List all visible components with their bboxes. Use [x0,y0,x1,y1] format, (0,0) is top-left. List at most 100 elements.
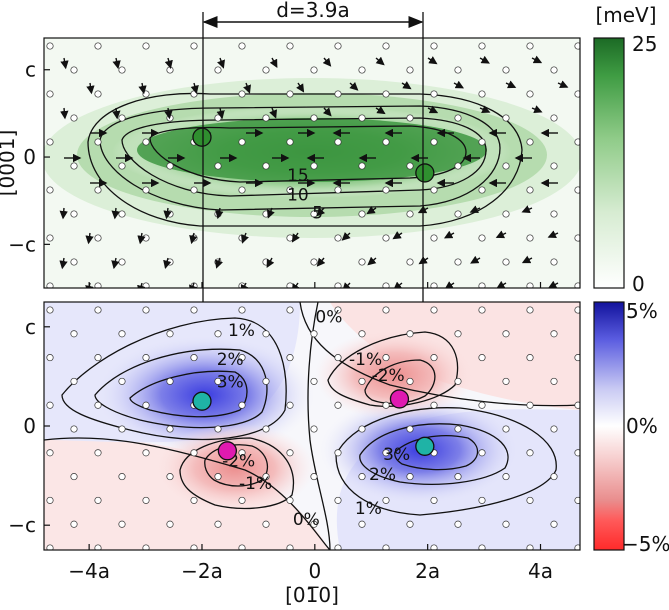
displacement-vector [375,56,385,66]
lattice-atom [166,377,174,385]
displacement-vector [479,55,490,64]
lattice-atom [238,401,246,409]
lattice-atom [430,401,438,409]
lattice-atom [550,66,558,74]
lattice-atom [142,354,150,362]
lattice-atom [334,234,342,242]
lattice-atom [286,496,294,504]
lattice-atom [550,114,558,122]
lattice-atom [382,186,390,194]
lattice-atom [166,330,174,338]
displacement-vector [112,57,121,70]
lattice-atom [574,138,580,146]
lattice-atom [526,186,534,194]
lattice-atom [238,138,246,146]
top-colorbar-unit: [meV] [595,3,656,27]
displacement-vector [163,257,172,270]
lattice-atom [70,473,78,481]
displacement-vector [521,255,533,264]
lattice-atom [526,401,534,409]
lattice-atom [46,42,54,50]
displacement-vector [291,282,300,288]
contour-label: 5 [312,204,323,224]
displacement-vector [547,230,559,239]
bottom-atoms [46,306,580,550]
lattice-atom [358,330,366,338]
lattice-atom [526,138,534,146]
dislocation-marker [415,436,435,456]
lattice-atom [430,282,438,288]
displacement-vector [531,55,543,64]
lattice-atom [550,258,558,266]
lattice-atom [454,162,462,170]
lattice-atom [94,354,102,362]
displacement-vector [138,82,147,95]
lattice-atom [454,520,462,528]
lattice-atom [454,258,462,266]
lattice-atom [118,66,126,74]
displacement-vector [401,81,412,90]
dislocation-marker [192,391,212,411]
lattice-atom [286,449,294,457]
lattice-atom [382,42,390,50]
lattice-atom [142,234,150,242]
lattice-atom [382,90,390,98]
dislocation-marker [415,163,435,183]
y-tick-label: c [25,315,36,339]
lattice-atom [118,162,126,170]
top-atoms [46,42,580,288]
lattice-atom [142,186,150,194]
contour-label: 0% [315,307,342,327]
lattice-atom [94,42,102,50]
lattice-atom [334,449,342,457]
lattice-atom [118,473,126,481]
lattice-atom [214,114,222,122]
displacement-vector [427,105,439,114]
displacement-vector [241,232,249,244]
lattice-atom [94,186,102,194]
lattice-atom [406,473,414,481]
lattice-atom [478,496,486,504]
lattice-atom [574,354,580,362]
contour-label: 1% [228,321,255,341]
strain-contour-0-left [44,437,331,550]
lattice-atom [262,66,270,74]
lattice-atom [286,42,294,50]
lattice-atom [550,330,558,338]
lattice-atom [70,330,78,338]
displacement-vector [469,205,481,214]
lattice-atom [46,306,54,314]
displacement-vector [111,257,120,270]
lattice-atom [358,520,366,528]
lattice-atom [46,90,54,98]
contour-label: 2% [369,465,396,485]
lattice-atom [46,234,54,242]
lattice-atom [70,520,78,528]
bottom-colorbar-scale [593,301,625,551]
lattice-atom [142,42,150,50]
lattice-atom [310,66,318,74]
lattice-atom [310,520,318,528]
lattice-atom [526,496,534,504]
lattice-atom [574,401,580,409]
lattice-atom [406,114,414,122]
lattice-atom [310,377,318,385]
lattice-atom [310,330,318,338]
displacement-vector [392,231,403,240]
lattice-atom [166,473,174,481]
lattice-atom [70,425,78,433]
lattice-atom [70,114,78,122]
y-tick-label: 0 [23,145,36,169]
strain-contour-m1pct-lower [179,437,294,510]
lattice-atom [238,449,246,457]
displacement-vector [367,256,377,266]
lattice-atom [262,425,270,433]
lattice-atom [334,544,342,550]
lattice-atom [478,186,486,194]
top-panel-frame [43,37,581,289]
lattice-atom [478,449,486,457]
lattice-atom [142,544,150,550]
contour-label: 0% [293,510,320,530]
